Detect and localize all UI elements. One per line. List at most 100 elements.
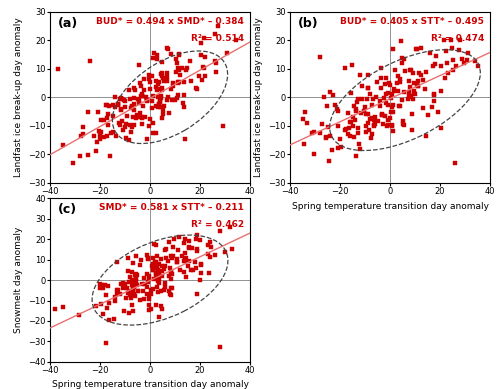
Point [114,287,122,293]
Point [167,268,175,275]
Point [152,284,160,290]
Point [189,267,197,273]
Point [447,37,455,43]
Point [386,115,394,121]
Point [155,101,163,107]
Point [152,259,160,266]
Point [382,123,390,129]
Point [344,130,352,137]
Point [388,103,396,110]
Point [143,270,151,277]
Point [448,45,456,51]
Point [185,244,193,250]
Point [430,92,438,98]
Point [325,158,333,164]
Point [146,79,154,86]
Point [102,115,110,121]
Point [160,247,168,253]
Point [164,95,172,101]
Point [404,96,412,102]
Text: (a): (a) [58,17,78,30]
Point [174,80,182,86]
Point [405,91,413,98]
Point [382,91,390,97]
Point [156,314,164,320]
Point [68,160,76,166]
Point [431,61,439,67]
Point [172,259,180,265]
Point [145,72,153,78]
Point [204,251,212,257]
Point [134,96,142,103]
Point [134,272,141,279]
Point [132,253,140,259]
Point [158,287,166,294]
Point [101,282,109,288]
Point [390,67,398,73]
Point [148,261,156,267]
Point [206,254,214,260]
Point [145,293,153,299]
Point [132,276,140,282]
Point [414,83,422,89]
Point [154,270,162,277]
Point [174,247,182,253]
Point [320,94,328,100]
Point [397,38,405,44]
Point [226,224,234,230]
Point [396,79,404,85]
Point [220,249,228,255]
Point [126,122,134,128]
Point [144,279,152,286]
Point [444,70,452,76]
Point [154,56,162,63]
Point [328,147,336,153]
Point [182,274,190,280]
Point [151,259,159,265]
Point [128,129,136,135]
Point [406,84,414,90]
Point [167,270,175,276]
Point [442,75,450,81]
Point [152,103,160,109]
Point [130,291,138,297]
Point [443,60,451,67]
Point [200,35,208,41]
Point [78,133,86,139]
Point [115,120,123,126]
Point [84,109,92,115]
Point [376,85,384,91]
Point [158,87,166,93]
Point [398,118,406,124]
Point [366,135,374,141]
Point [144,123,152,129]
Point [98,282,106,288]
Point [388,123,396,129]
Point [388,95,396,101]
Point [192,85,200,91]
Point [350,103,358,109]
Point [193,246,201,252]
Point [193,247,201,254]
Point [155,79,163,85]
Point [175,51,183,57]
Point [318,121,326,127]
Point [146,86,154,92]
Point [454,47,462,53]
Point [422,133,430,139]
Point [138,281,146,287]
Point [183,65,191,71]
Point [198,262,205,268]
Point [168,51,175,57]
Point [122,98,130,104]
Point [74,312,82,319]
Point [370,122,378,128]
Point [192,265,200,271]
Point [128,104,136,110]
Point [418,72,426,78]
Point [370,123,378,129]
Point [368,131,376,137]
Point [155,86,163,92]
Point [122,135,130,141]
Point [342,126,349,133]
